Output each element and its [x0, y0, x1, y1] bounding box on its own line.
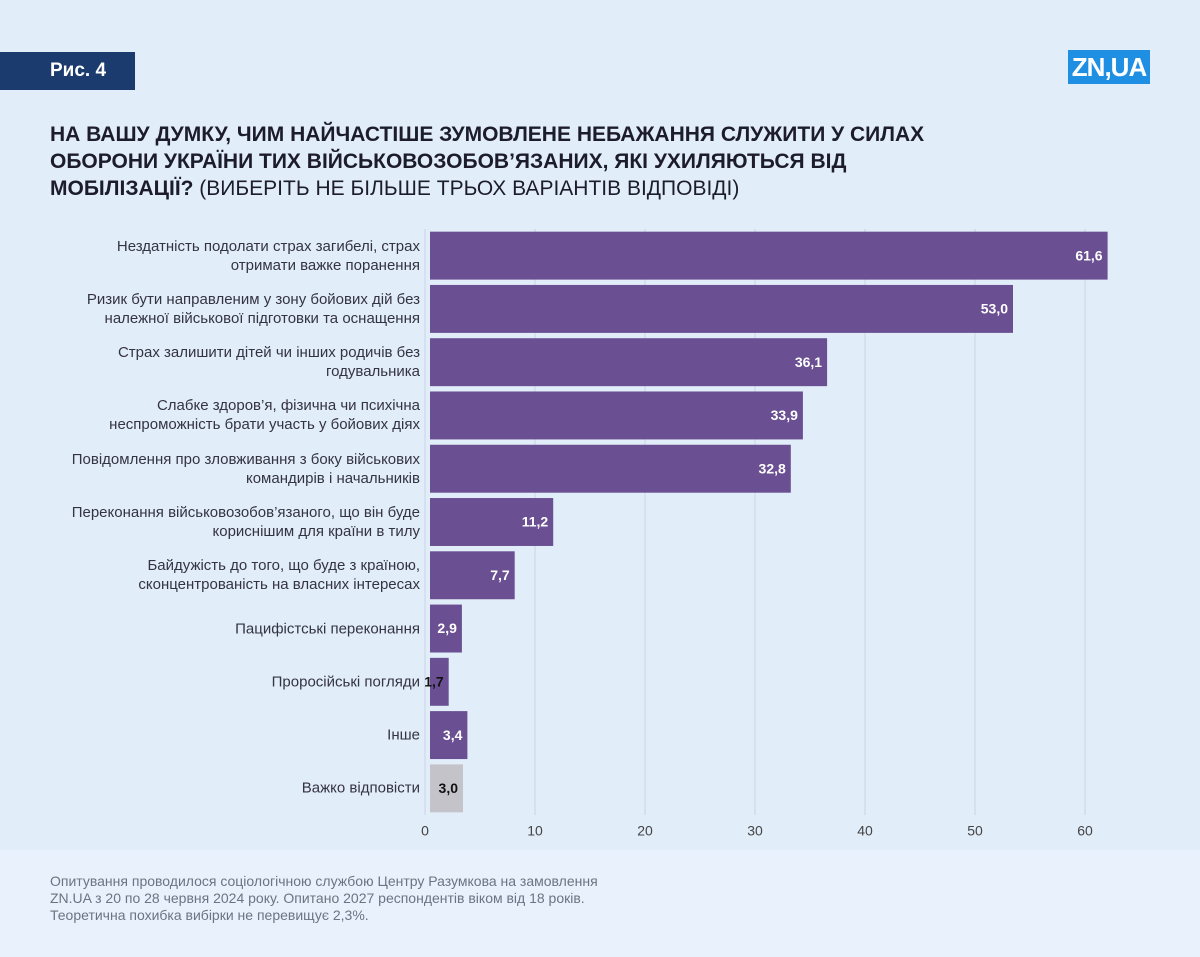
value-label: 2,9 [437, 620, 457, 636]
category-label: Байдужість до того, що буде з країною, с… [138, 557, 420, 594]
value-label: 3,4 [443, 727, 463, 743]
category-label: Важко відповісти [301, 779, 420, 797]
bar [430, 338, 828, 387]
bar [430, 551, 515, 600]
x-tick-label: 10 [527, 823, 543, 839]
bar [430, 657, 449, 706]
title-block: НА ВАШУ ДУМКУ, ЧИМ НАЙЧАСТІШЕ ЗУМОВЛЕНЕ … [50, 121, 940, 202]
value-label: 32,8 [759, 460, 786, 476]
bar [430, 764, 463, 813]
x-tick-label: 0 [421, 823, 429, 839]
x-tick-label: 60 [1077, 823, 1093, 839]
bar [430, 231, 1108, 280]
value-label: 7,7 [490, 567, 510, 583]
value-label: 61,6 [1075, 247, 1102, 263]
x-tick-label: 40 [857, 823, 873, 839]
value-label: 53,0 [981, 301, 1008, 317]
x-tick-label: 20 [637, 823, 653, 839]
category-label: Проросійські погляди [271, 673, 420, 691]
category-label: Страх залишити дітей чи інших родичів бе… [117, 344, 420, 381]
value-label: 33,9 [771, 407, 798, 423]
value-label: 1,7 [424, 674, 444, 690]
chart-subtitle: (ВИБЕРІТЬ НЕ БІЛЬШЕ ТРЬОХ ВАРІАНТІВ ВІДП… [199, 177, 740, 200]
x-tick-label: 50 [967, 823, 983, 839]
footer-band [0, 850, 1200, 957]
category-label: Ризик бути направленим у зону бойових ді… [86, 290, 420, 327]
figure-label: Рис. 4 [0, 52, 135, 90]
x-tick-label: 30 [747, 823, 763, 839]
bar [430, 284, 1013, 333]
footnote: Опитування проводилося соціологічною слу… [50, 873, 598, 923]
bar [430, 711, 468, 760]
bar [430, 604, 462, 653]
value-label: 3,0 [439, 780, 459, 796]
logo: ZN,UA [1068, 50, 1150, 84]
category-label: Пацифістські переконання [235, 620, 420, 638]
value-label: 11,2 [522, 514, 549, 530]
category-label: Нездатність подолати страх загибелі, стр… [116, 237, 420, 274]
category-label: Переконання військовозобов’язаного, що в… [71, 504, 420, 540]
category-label: Інше [387, 726, 420, 744]
value-label: 36,1 [795, 354, 822, 370]
category-label: Повідомлення про зловживання з боку війс… [71, 450, 420, 487]
bar [430, 498, 554, 546]
category-label: Слабке здоров’я, фізична чи психічна нес… [109, 397, 420, 434]
bar [430, 444, 791, 493]
bar [430, 391, 803, 440]
chart-title: НА ВАШУ ДУМКУ, ЧИМ НАЙЧАСТІШЕ ЗУМОВЛЕНЕ … [50, 123, 925, 200]
